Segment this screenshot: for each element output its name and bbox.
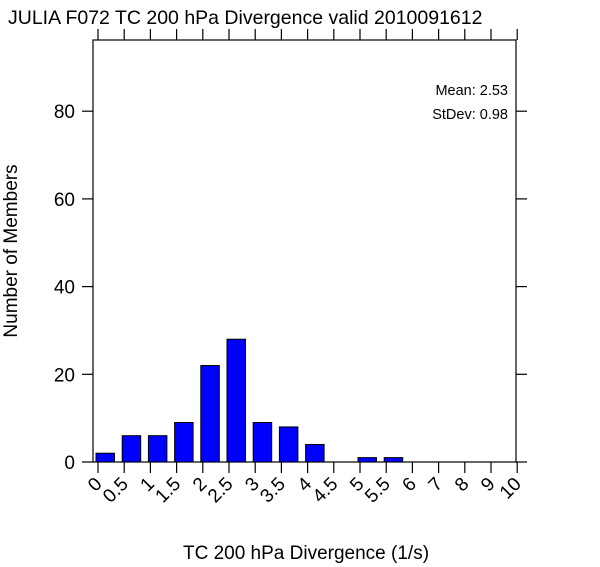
- bar-1.5: [174, 422, 194, 463]
- mean-annotation: Mean: 2.53: [435, 83, 508, 99]
- bar-3.5: [278, 426, 299, 463]
- bar-5.5: [383, 457, 404, 463]
- y-tick-label-0: 0: [64, 453, 75, 474]
- x-tick-label-5.5: 5.5: [361, 474, 395, 508]
- x-tick-label-9: 9: [477, 474, 499, 496]
- bar-2.5: [226, 338, 246, 463]
- x-tick-label-0.5: 0.5: [99, 474, 133, 508]
- chart-title: JULIA F072 TC 200 hPa Divergence valid 2…: [8, 7, 482, 29]
- x-axis-label: TC 200 hPa Divergence (1/s): [183, 543, 429, 564]
- x-tick-label-6: 6: [399, 474, 421, 496]
- x-tick-label-1.5: 1.5: [152, 474, 186, 508]
- x-tick-label-2.5: 2.5: [204, 474, 238, 508]
- y-axis-label: Number of Members: [1, 164, 22, 337]
- bar-1: [147, 435, 168, 463]
- y-tick-label-60: 60: [54, 190, 75, 211]
- bar-5: [357, 457, 377, 463]
- y-axis: 0 20 40 60 80: [54, 102, 527, 474]
- y-tick-label-20: 20: [54, 365, 75, 386]
- x-tick-label-3.5: 3.5: [256, 474, 290, 508]
- bar-0: [95, 452, 115, 463]
- plot-frame: [92, 39, 517, 463]
- y-tick-label-80: 80: [54, 102, 75, 123]
- y-tick-label-40: 40: [54, 278, 75, 299]
- x-tick-label-7: 7: [425, 474, 447, 496]
- bar-4: [305, 443, 325, 463]
- x-tick-label-8: 8: [451, 474, 473, 496]
- bars-group: [95, 338, 404, 463]
- bar-2: [200, 365, 220, 463]
- x-tick-label-10: 10: [496, 474, 526, 504]
- bar-0.5: [121, 435, 142, 463]
- x-tick-label-4.5: 4.5: [309, 474, 343, 508]
- stdev-annotation: StDev: 0.98: [432, 107, 508, 123]
- bar-3: [252, 422, 273, 463]
